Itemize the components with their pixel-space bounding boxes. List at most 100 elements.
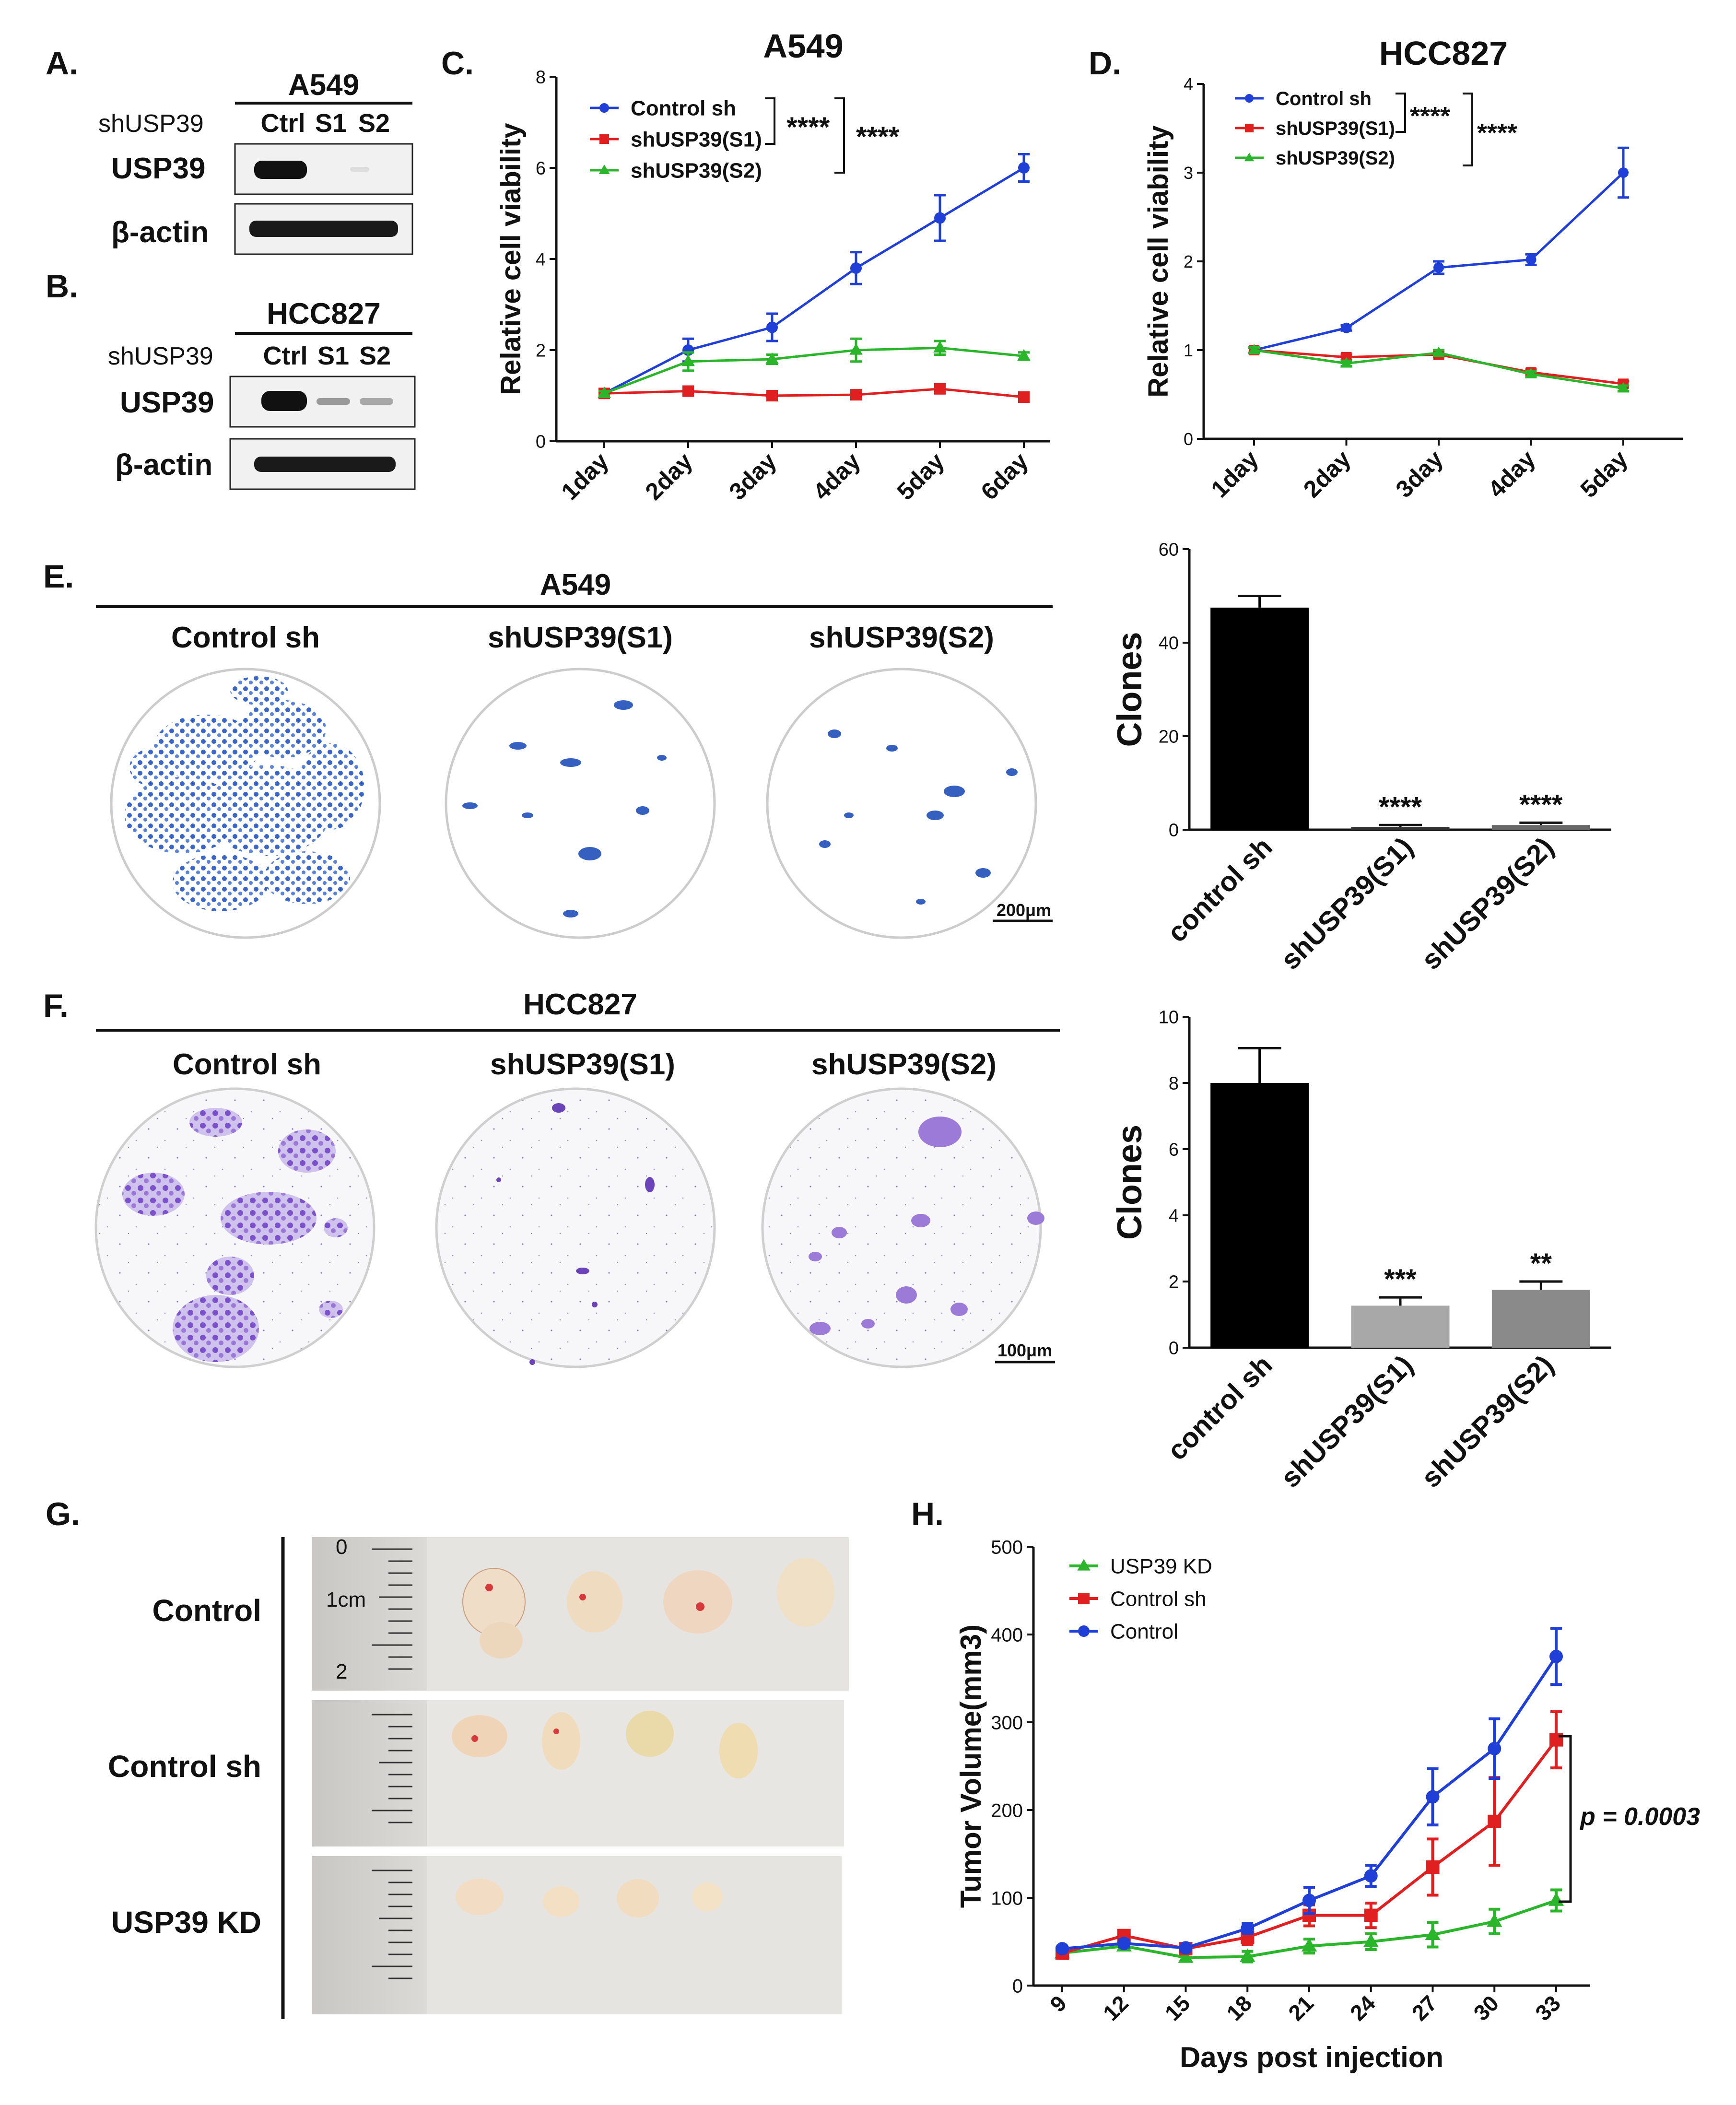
chart-h-point-2-2 (1179, 1941, 1193, 1955)
chart-c-point-1-2 (766, 390, 778, 401)
chart-h-ytick-label-5: 500 (991, 1537, 1023, 1558)
chart-d-sig-label-2: **** (1477, 118, 1517, 147)
colony-f-label-s1: shUSP39(S1) (490, 1048, 675, 1081)
chart-f-xtick-label-1: shUSP39(S1) (1275, 1349, 1419, 1493)
chart-h-xtick-label-6: 27 (1407, 1990, 1442, 2025)
chart-d-hcc827-viability: 0 1 2 3 4 1day 2day 3day 4day 5day HCC827 Relative … (1143, 35, 1683, 503)
chart-d-point-2-1 (1340, 357, 1353, 368)
chart-h-point-0-3 (1240, 1948, 1255, 1962)
tumor-photo-control-sh (312, 1700, 844, 1846)
chart-h-point-2-5 (1364, 1869, 1378, 1883)
band-actin-b (254, 457, 396, 472)
chart-e-ytick-label-2: 40 (1159, 634, 1179, 654)
chart-d-xtick-label-1: 2day (1298, 445, 1356, 503)
panel-label-e: E. (43, 558, 74, 595)
chart-e-xtick-label-2: shUSP39(S2) (1415, 831, 1560, 976)
chart-c-series-line-1 (604, 388, 1024, 399)
chart-c-xtick-label-3: 4day (808, 447, 866, 505)
chart-h-point-2-7 (1488, 1741, 1501, 1755)
band-usp39-ctrl (254, 161, 307, 179)
chart-c-legend-label-1: shUSP39(S1) (631, 128, 762, 151)
chart-c-point-2-2 (765, 352, 779, 364)
colony-e-label-s2: shUSP39(S2) (809, 621, 994, 654)
chart-c-xtick-label-2: 3day (724, 447, 782, 505)
chart-f-ytick-label-2: 4 (1169, 1206, 1179, 1226)
chart-d-point-0-2 (1433, 262, 1444, 273)
colony-panel-f: HCC827 Control sh shUSP39(S1) shUSP39(S2… (94, 988, 1060, 1368)
chart-d-point-2-2 (1432, 346, 1445, 357)
colony-f-label-control: Control sh (173, 1048, 321, 1081)
chart-c-point-2-3 (849, 343, 863, 355)
panel-label-b: B. (46, 268, 78, 305)
colony-f-cell-line: HCC827 (523, 988, 637, 1021)
chart-e-xtick-label-0: control sh (1161, 831, 1279, 948)
chart-h-point-2-6 (1426, 1790, 1440, 1804)
chart-d-legend-marker-2 (1244, 153, 1255, 162)
chart-c-legend-label-0: Control sh (631, 96, 736, 120)
blot-b-band-actin-label: β-actin (115, 448, 212, 482)
blot-b-cell-line: HCC827 (267, 297, 381, 330)
ruler-mark-1cm: 1cm (326, 1588, 366, 1611)
chart-c-y-axis-title: Relative cell viability (495, 123, 527, 395)
blot-a-lane-s2: S2 (358, 109, 390, 138)
western-blot-a: A549 shUSP39 Ctrl S1 S2 USP39 β-actin (98, 69, 413, 255)
chart-d-point-0-4 (1618, 167, 1629, 178)
chart-d-ytick-label-4: 4 (1184, 74, 1193, 94)
chart-c-point-1-3 (850, 389, 862, 401)
chart-c-point-0-4 (934, 212, 946, 224)
chart-h-xtick-label-4: 21 (1283, 1990, 1318, 2025)
dish-f-s2 (761, 1087, 1042, 1368)
chart-c-sig-label-1: **** (786, 112, 830, 143)
chart-d-xtick-label-3: 4day (1483, 445, 1540, 503)
chart-f-bar-0 (1210, 1083, 1309, 1348)
chart-h-legend-label-1: Control sh (1110, 1587, 1207, 1611)
chart-c-series-line-2 (604, 346, 1024, 395)
chart-c-ytick-label-1: 2 (536, 341, 546, 361)
chart-e-ytick-label-3: 60 (1159, 540, 1179, 560)
ruler-mark-0: 0 (336, 1535, 347, 1559)
tumor-row-label-control-sh: Control sh (108, 1749, 261, 1784)
panel-label-g: G. (46, 1496, 80, 1532)
chart-c-sig-bracket-1 (765, 97, 775, 145)
chart-h-legend-label-0: USP39 KD (1110, 1554, 1212, 1578)
chart-d-ytick-label-0: 0 (1184, 429, 1193, 449)
chart-c-point-1-1 (682, 385, 694, 397)
blot-b-lane-ctrl: Ctrl (263, 341, 308, 370)
chart-c-sig-bracket-2 (834, 97, 845, 174)
tumor-photo-control: 0 1cm 2 (312, 1535, 849, 1691)
chart-f-xtick-label-0: control sh (1161, 1349, 1279, 1466)
colony-e-cell-line: A549 (540, 568, 611, 601)
chart-c-xtick-label-1: 2day (640, 447, 698, 505)
chart-d-y-axis-title: Relative cell viability (1143, 125, 1174, 397)
panel-label-f: F. (43, 988, 69, 1024)
blot-b-band-usp39-label: USP39 (120, 386, 214, 419)
chart-h-point-2-1 (1117, 1937, 1131, 1951)
chart-d-legend-marker-0 (1245, 94, 1254, 103)
chart-h-point-1-6 (1426, 1860, 1440, 1874)
chart-d-legend-label-2: shUSP39(S2) (1276, 148, 1395, 169)
chart-f-y-axis-title: Clones (1111, 1125, 1149, 1240)
chart-c-series-line-0 (603, 166, 1025, 395)
chart-e-xtick-label-1: shUSP39(S1) (1275, 831, 1419, 976)
western-blot-b: HCC827 shUSP39 Ctrl S1 S2 USP39 β-actin (108, 297, 416, 490)
blot-a-band-actin-label: β-actin (111, 216, 209, 249)
chart-h-point-0-4 (1301, 1938, 1317, 1952)
chart-f-ytick-label-4: 8 (1169, 1074, 1179, 1094)
chart-h-xtick-label-2: 15 (1160, 1990, 1195, 2025)
blot-a-cell-line: A549 (288, 69, 359, 102)
blot-a-band-usp39-label: USP39 (111, 152, 205, 185)
chart-e-annotation-2: **** (1519, 789, 1563, 820)
chart-d-point-2-0 (1248, 343, 1260, 354)
dish-e-s2 (766, 668, 1037, 939)
chart-f-ytick-label-0: 0 (1169, 1339, 1179, 1359)
tumor-row-label-control: Control (152, 1593, 262, 1628)
chart-h-tumor-volume: 0 100 200 300 400 500 9 12 15 18 21 24 27 30 33 Tumor V… (955, 1537, 1700, 2073)
chart-h-legend-marker-2 (1078, 1625, 1090, 1637)
chart-e-bar-0 (1210, 607, 1309, 830)
chart-h-y-axis-title: Tumor Volume(mm3) (955, 1624, 987, 1908)
blot-a-lane-ctrl: Ctrl (261, 109, 305, 138)
chart-h-xtick-label-8: 33 (1530, 1990, 1565, 2025)
dish-e-s1 (445, 668, 716, 939)
scale-bar-e: 200μm (997, 900, 1051, 920)
